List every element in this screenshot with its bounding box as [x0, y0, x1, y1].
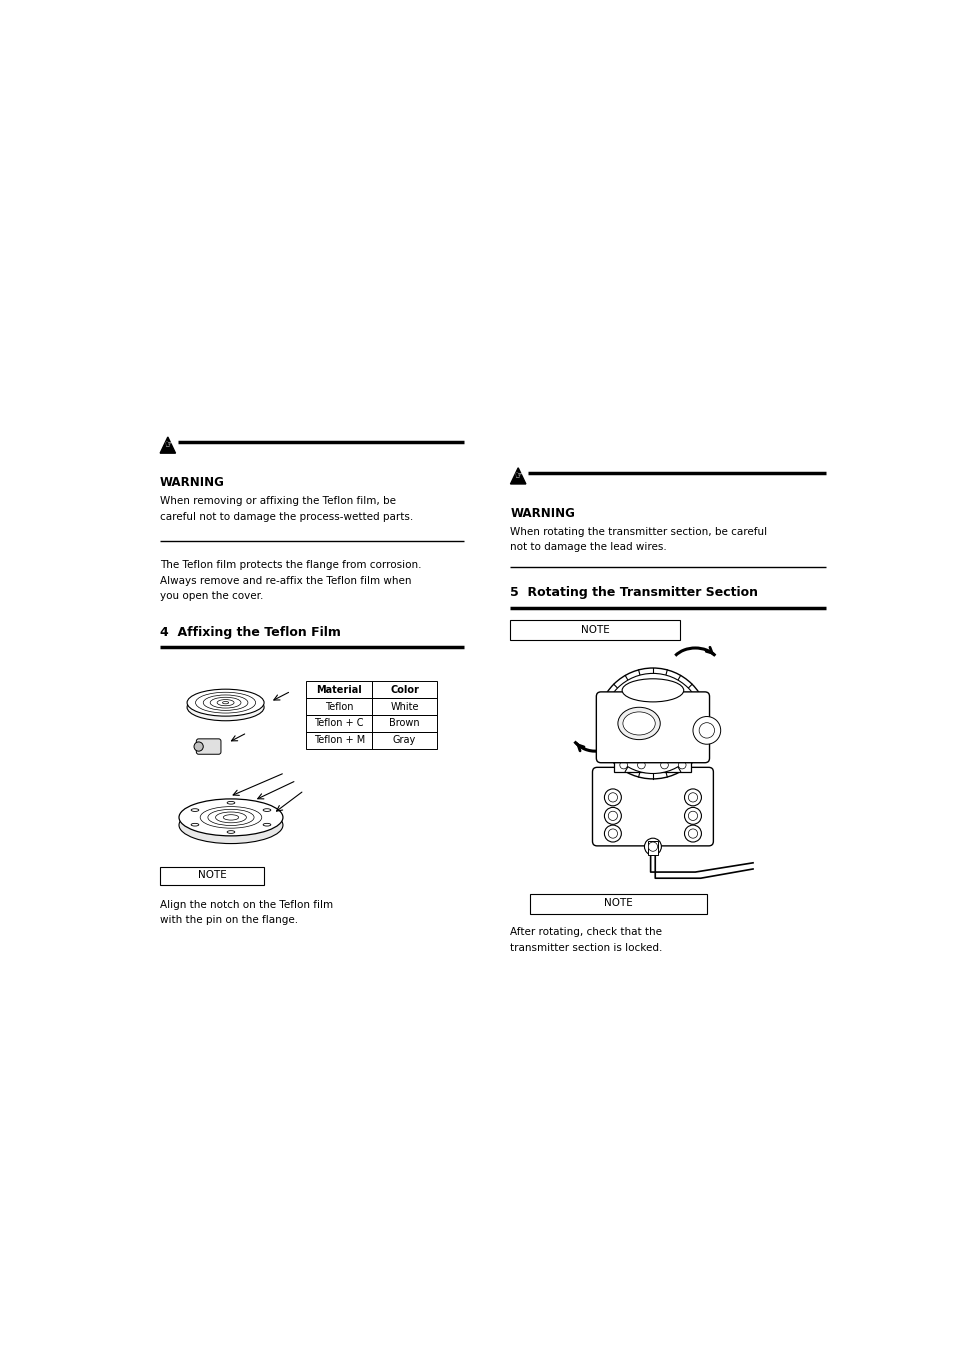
Polygon shape — [160, 436, 175, 453]
Text: NOTE: NOTE — [197, 870, 226, 880]
Text: WARNING: WARNING — [160, 477, 225, 489]
Circle shape — [699, 723, 714, 738]
Circle shape — [608, 793, 617, 802]
Ellipse shape — [263, 823, 271, 825]
Circle shape — [678, 761, 685, 769]
Text: Material: Material — [316, 685, 361, 694]
Text: NOTE: NOTE — [580, 624, 609, 635]
Circle shape — [608, 811, 617, 820]
Bar — [614, 758, 691, 771]
Text: NOTE: NOTE — [603, 898, 632, 908]
Text: Gray: Gray — [393, 735, 416, 746]
Text: The Teflon film protects the flange from corrosion.: The Teflon film protects the flange from… — [160, 561, 421, 570]
Ellipse shape — [621, 678, 683, 703]
Circle shape — [637, 761, 644, 769]
Bar — [372, 698, 436, 715]
Polygon shape — [510, 467, 525, 484]
Text: When rotating the transmitter section, be careful: When rotating the transmitter section, b… — [510, 527, 767, 538]
Circle shape — [688, 793, 697, 802]
Circle shape — [604, 825, 620, 842]
Text: Teflon: Teflon — [325, 701, 353, 712]
Bar — [160, 867, 264, 885]
Text: Align the notch on the Teflon film: Align the notch on the Teflon film — [160, 900, 333, 909]
Text: Teflon + C: Teflon + C — [314, 719, 363, 728]
Circle shape — [688, 830, 697, 838]
Circle shape — [193, 742, 203, 751]
Ellipse shape — [187, 689, 264, 716]
Text: White: White — [390, 701, 418, 712]
Bar — [372, 681, 436, 698]
Text: not to damage the lead wires.: not to damage the lead wires. — [510, 543, 666, 553]
FancyBboxPatch shape — [592, 767, 713, 846]
Ellipse shape — [179, 798, 283, 836]
Circle shape — [608, 830, 617, 838]
Bar — [306, 681, 372, 698]
Text: Always remove and re-affix the Teflon film when: Always remove and re-affix the Teflon fi… — [160, 576, 411, 585]
Text: transmitter section is locked.: transmitter section is locked. — [510, 943, 662, 952]
Text: ☞: ☞ — [514, 470, 521, 480]
Text: 5  Rotating the Transmitter Section: 5 Rotating the Transmitter Section — [510, 586, 758, 600]
Ellipse shape — [263, 809, 271, 812]
Circle shape — [604, 789, 620, 805]
Text: 4  Affixing the Teflon Film: 4 Affixing the Teflon Film — [160, 626, 340, 639]
Circle shape — [648, 842, 657, 851]
Bar — [529, 893, 706, 913]
Circle shape — [644, 838, 660, 855]
Circle shape — [692, 716, 720, 744]
Text: careful not to damage the process-wetted parts.: careful not to damage the process-wetted… — [160, 512, 413, 521]
Circle shape — [684, 808, 700, 824]
Ellipse shape — [191, 823, 198, 825]
Text: Teflon + M: Teflon + M — [314, 735, 364, 746]
Circle shape — [604, 808, 620, 824]
Ellipse shape — [227, 831, 234, 834]
Bar — [510, 620, 679, 640]
Bar — [306, 732, 372, 748]
Circle shape — [659, 761, 668, 769]
Text: Color: Color — [390, 685, 418, 694]
Text: with the pin on the flange.: with the pin on the flange. — [160, 915, 298, 925]
Text: you open the cover.: you open the cover. — [160, 590, 263, 601]
Text: WARNING: WARNING — [510, 507, 575, 520]
Circle shape — [597, 667, 708, 780]
Bar — [372, 715, 436, 732]
Ellipse shape — [191, 809, 198, 812]
Bar — [648, 842, 657, 855]
Circle shape — [619, 761, 627, 769]
Ellipse shape — [227, 801, 234, 804]
Text: After rotating, check that the: After rotating, check that the — [510, 928, 661, 938]
Ellipse shape — [179, 807, 283, 843]
Bar — [306, 698, 372, 715]
Text: Brown: Brown — [389, 719, 419, 728]
Bar — [306, 715, 372, 732]
Ellipse shape — [622, 712, 655, 735]
Circle shape — [602, 673, 702, 774]
FancyBboxPatch shape — [196, 739, 221, 754]
Circle shape — [688, 811, 697, 820]
Ellipse shape — [187, 694, 264, 720]
Circle shape — [684, 825, 700, 842]
FancyBboxPatch shape — [596, 692, 709, 763]
Circle shape — [684, 789, 700, 805]
Bar — [372, 732, 436, 748]
Text: ☞: ☞ — [164, 440, 172, 449]
Ellipse shape — [618, 708, 659, 739]
Text: When removing or affixing the Teflon film, be: When removing or affixing the Teflon fil… — [160, 496, 395, 507]
